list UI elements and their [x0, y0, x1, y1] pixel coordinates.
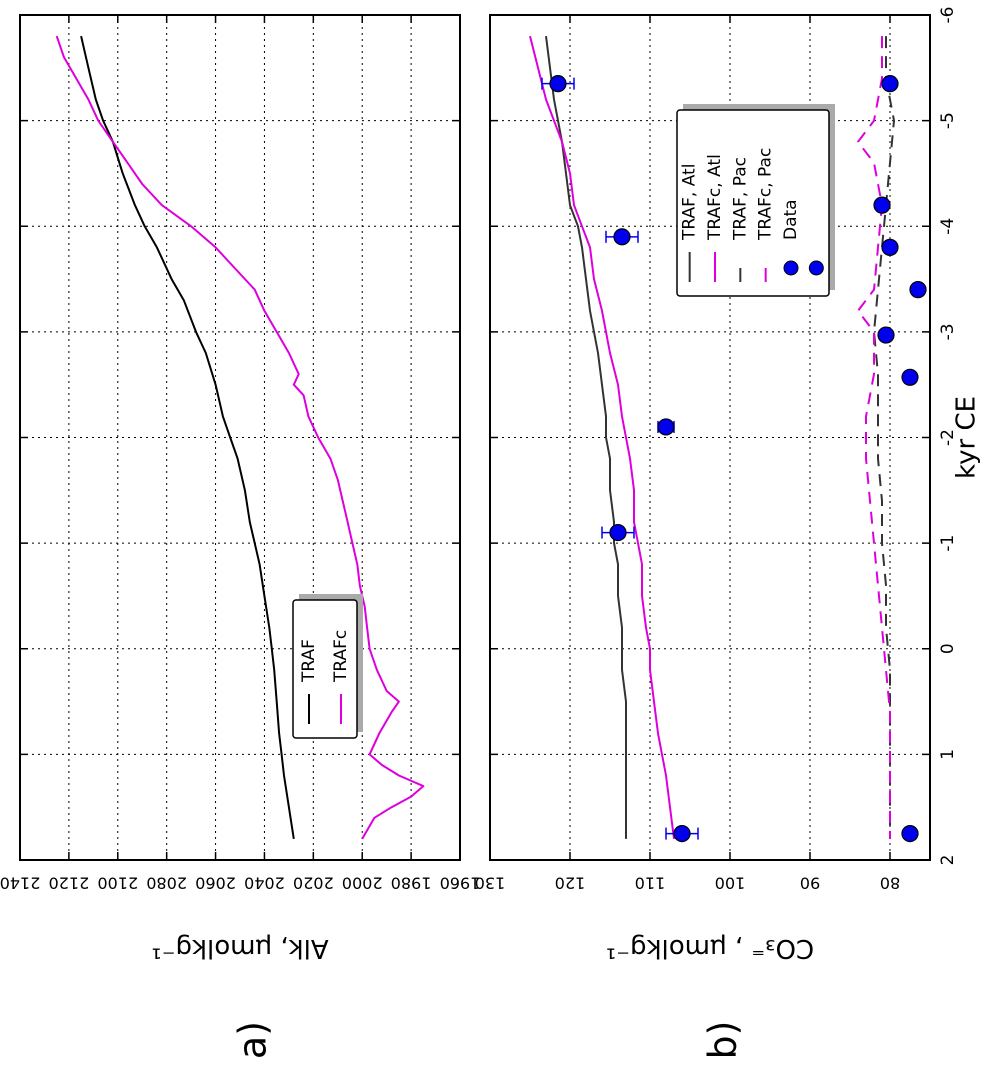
panel-b: -6 -5 -4 -3 -2 -1 0 1 2 80 90 100 110 120 130 TRAF, At… [475, 7, 958, 1060]
data-point [873, 196, 891, 214]
x-tick-label: -1 [938, 535, 958, 552]
a-y-tick-label: 1980 [391, 874, 432, 893]
a-y-tick-label: 2080 [146, 874, 187, 893]
legend-label: Data [781, 199, 801, 240]
data-point [881, 75, 899, 93]
b-y-tick-label: 90 [800, 874, 820, 893]
x-tick-label: -4 [938, 218, 958, 235]
a-y-tick-label: 2140 [0, 874, 40, 893]
legend-label: TRAFc, Pac [756, 148, 776, 241]
data-point [613, 228, 631, 246]
panel-b-ticks: -6 -5 -4 -3 -2 -1 0 1 2 80 90 100 110 120 130 [475, 7, 958, 893]
panel-a-ticks: 1960 1980 2000 2020 2040 2060 2080 2100 2120 2140 [0, 14, 481, 893]
data-point [673, 824, 691, 843]
x-tick-label: -5 [938, 112, 958, 129]
panel-b-label: b) [701, 1021, 745, 1060]
legend-label: TRAF [299, 639, 319, 683]
data-point [877, 326, 895, 344]
series-line [529, 35, 675, 840]
legend-box [676, 109, 830, 297]
b-y-tick-label: 130 [475, 874, 506, 893]
a-y-tick-label: 1960 [440, 874, 481, 893]
a-y-tick-label: 2100 [97, 874, 138, 893]
legend-label: TRAF, Atl [680, 164, 700, 241]
series-line [857, 36, 891, 839]
panel-a-label: a) [231, 1021, 275, 1059]
legend-marker [783, 260, 799, 276]
series-line [55, 35, 425, 840]
x-tick-label: 2 [938, 855, 958, 866]
a-y-tick-label: 2060 [195, 874, 236, 893]
legend-label: TRAF, Pac [730, 157, 750, 241]
a-y-tick-label: 2000 [342, 874, 383, 893]
data-point [549, 75, 567, 93]
a-y-tick-label: 2120 [49, 874, 90, 893]
panel-a-legend: TRAF TRAFc [292, 594, 363, 739]
legend-marker [808, 260, 824, 276]
b-y-tick-label: 110 [635, 874, 666, 893]
panel-b-grid [490, 15, 930, 860]
panel-a: 1960 1980 2000 2020 2040 2060 2080 2100 2120 2140… [0, 14, 481, 1059]
series-line [80, 35, 295, 840]
panel-a-series [55, 35, 425, 840]
a-y-tick-label: 2020 [293, 874, 334, 893]
panel-a-grid [20, 15, 460, 860]
legend-label: TRAFc, Atl [705, 154, 725, 241]
panel-a-ylabel: Alk, μmolkg⁻¹ [151, 933, 328, 963]
data-point [901, 368, 919, 386]
data-point [609, 523, 627, 542]
data-point [909, 281, 927, 299]
panel-b-data-points [541, 75, 927, 843]
panel-b-series [529, 35, 895, 840]
data-point [881, 238, 899, 256]
b-y-tick-label: 80 [880, 874, 900, 893]
legend-label: TRAFc [331, 630, 351, 683]
b-y-tick-label: 120 [555, 874, 586, 893]
x-tick-label: -2 [938, 429, 958, 446]
panel-b-ylabel: CO₃⁼ , μmolkg⁻¹ [606, 933, 814, 963]
x-tick-label: -6 [938, 7, 958, 24]
a-y-tick-label: 2040 [244, 874, 285, 893]
x-axis-label: kyr CE [952, 396, 982, 479]
data-point [901, 824, 919, 843]
x-tick-label: 1 [938, 749, 958, 760]
x-tick-label: 0 [938, 643, 958, 654]
x-tick-label: -3 [938, 323, 958, 340]
b-y-tick-label: 100 [715, 874, 746, 893]
series-line [873, 36, 895, 839]
series-line [545, 35, 627, 839]
data-point [657, 418, 675, 436]
panel-b-legend: TRAF, Atl TRAFc, Atl TRAF, Pac TRAFc, Pac Da… [676, 104, 835, 297]
